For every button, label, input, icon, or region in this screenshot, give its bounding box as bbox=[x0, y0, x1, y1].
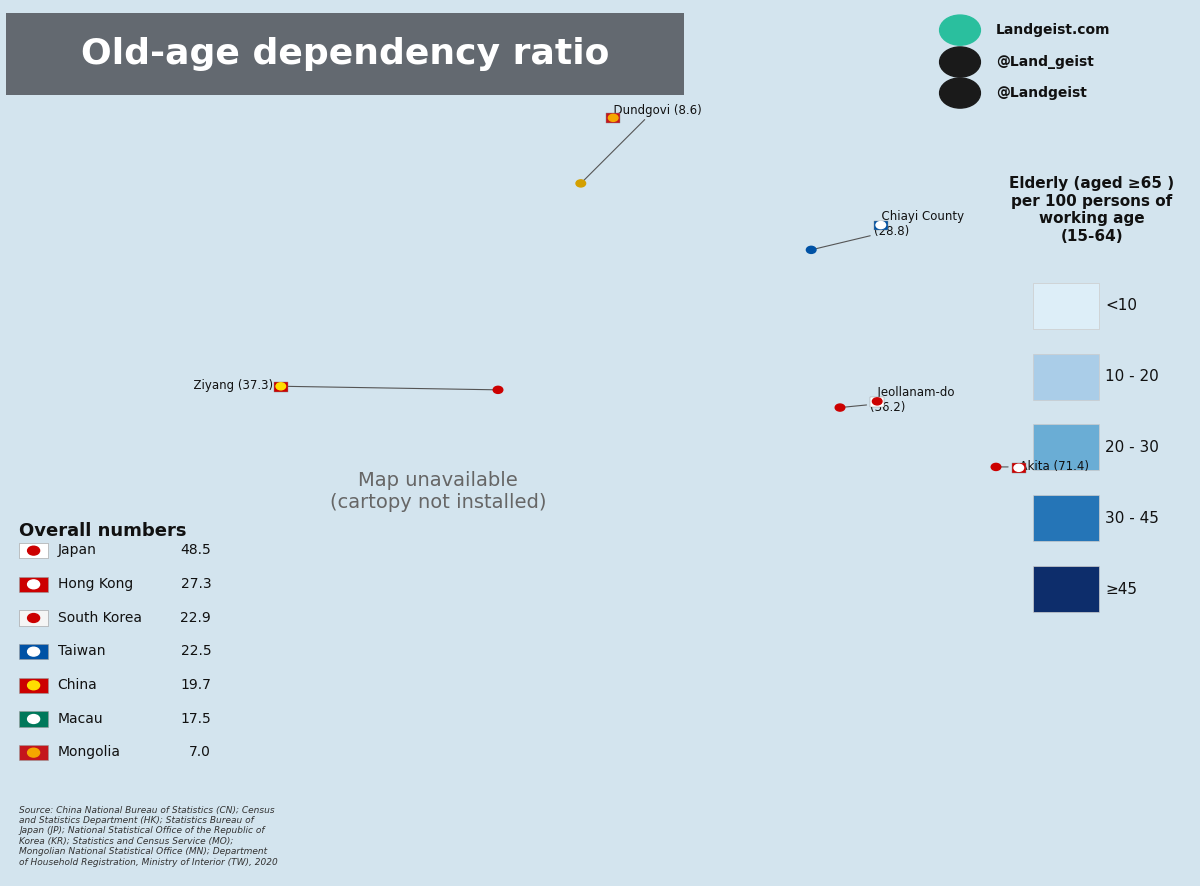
Text: Elderly (aged ≥65 )
per 100 persons of
working age
(15-64): Elderly (aged ≥65 ) per 100 persons of w… bbox=[1009, 176, 1175, 244]
Text: South Korea: South Korea bbox=[58, 610, 142, 625]
Circle shape bbox=[28, 714, 40, 723]
Bar bbox=[19, 745, 48, 760]
Text: 48.5: 48.5 bbox=[180, 543, 211, 557]
Text: Akita (71.4): Akita (71.4) bbox=[998, 461, 1088, 473]
Text: China: China bbox=[58, 678, 97, 692]
Text: Landgeist.com: Landgeist.com bbox=[996, 23, 1110, 37]
Bar bbox=[19, 610, 48, 626]
Text: 17.5: 17.5 bbox=[180, 711, 211, 726]
Bar bbox=[19, 711, 48, 727]
Text: 27.3: 27.3 bbox=[180, 577, 211, 591]
Circle shape bbox=[608, 114, 618, 121]
Text: 30 - 45: 30 - 45 bbox=[1105, 511, 1159, 525]
Bar bbox=[1033, 283, 1099, 329]
Bar bbox=[1033, 354, 1099, 400]
Text: 22.9: 22.9 bbox=[180, 610, 211, 625]
Text: Source: China National Bureau of Statistics (CN); Census
and Statistics Departme: Source: China National Bureau of Statist… bbox=[19, 805, 278, 867]
Circle shape bbox=[876, 222, 886, 229]
Bar bbox=[6, 13, 684, 95]
Bar bbox=[1033, 424, 1099, 470]
Text: Macau: Macau bbox=[58, 711, 103, 726]
Circle shape bbox=[1014, 464, 1024, 471]
Circle shape bbox=[276, 383, 286, 390]
Text: 22.5: 22.5 bbox=[180, 644, 211, 658]
Bar bbox=[1012, 463, 1026, 473]
Bar bbox=[19, 577, 48, 592]
Circle shape bbox=[806, 246, 816, 253]
Circle shape bbox=[576, 180, 586, 187]
Bar bbox=[1033, 566, 1099, 612]
Text: Chiayi County
(28.8): Chiayi County (28.8) bbox=[814, 210, 964, 249]
Text: Overall numbers: Overall numbers bbox=[19, 523, 187, 540]
Circle shape bbox=[940, 47, 980, 77]
Bar bbox=[274, 382, 288, 392]
Circle shape bbox=[28, 579, 40, 588]
Bar bbox=[19, 543, 48, 558]
Circle shape bbox=[28, 647, 40, 656]
Circle shape bbox=[28, 680, 40, 689]
Text: Mongolia: Mongolia bbox=[58, 745, 120, 759]
Bar bbox=[870, 397, 884, 407]
Circle shape bbox=[835, 404, 845, 411]
Text: Hong Kong: Hong Kong bbox=[58, 577, 133, 591]
Circle shape bbox=[28, 546, 40, 555]
Text: 10 - 20: 10 - 20 bbox=[1105, 369, 1159, 384]
Bar bbox=[874, 221, 888, 230]
Circle shape bbox=[28, 748, 40, 757]
Circle shape bbox=[940, 78, 980, 108]
Circle shape bbox=[872, 398, 882, 405]
Bar bbox=[19, 644, 48, 659]
Text: 7.0: 7.0 bbox=[190, 745, 211, 759]
Text: 20 - 30: 20 - 30 bbox=[1105, 440, 1159, 455]
Text: 19.7: 19.7 bbox=[180, 678, 211, 692]
Text: Old-age dependency ratio: Old-age dependency ratio bbox=[80, 37, 610, 71]
Text: Map unavailable
(cartopy not installed): Map unavailable (cartopy not installed) bbox=[330, 471, 546, 512]
Text: Japan: Japan bbox=[58, 543, 96, 557]
Text: Taiwan: Taiwan bbox=[58, 644, 106, 658]
Text: @Land_geist: @Land_geist bbox=[996, 55, 1094, 69]
Circle shape bbox=[991, 463, 1001, 470]
Text: ≥45: ≥45 bbox=[1105, 582, 1138, 596]
Bar bbox=[1033, 495, 1099, 541]
Text: <10: <10 bbox=[1105, 299, 1138, 313]
Bar bbox=[606, 113, 620, 123]
Circle shape bbox=[28, 614, 40, 623]
Circle shape bbox=[493, 386, 503, 393]
Text: Ziyang (37.3): Ziyang (37.3) bbox=[186, 379, 496, 392]
Text: Dundgovi (8.6): Dundgovi (8.6) bbox=[583, 104, 702, 182]
Text: @Landgeist: @Landgeist bbox=[996, 86, 1087, 100]
Bar bbox=[19, 678, 48, 693]
Circle shape bbox=[940, 15, 980, 45]
Text: Jeollanam-do
(36.2): Jeollanam-do (36.2) bbox=[842, 386, 954, 415]
